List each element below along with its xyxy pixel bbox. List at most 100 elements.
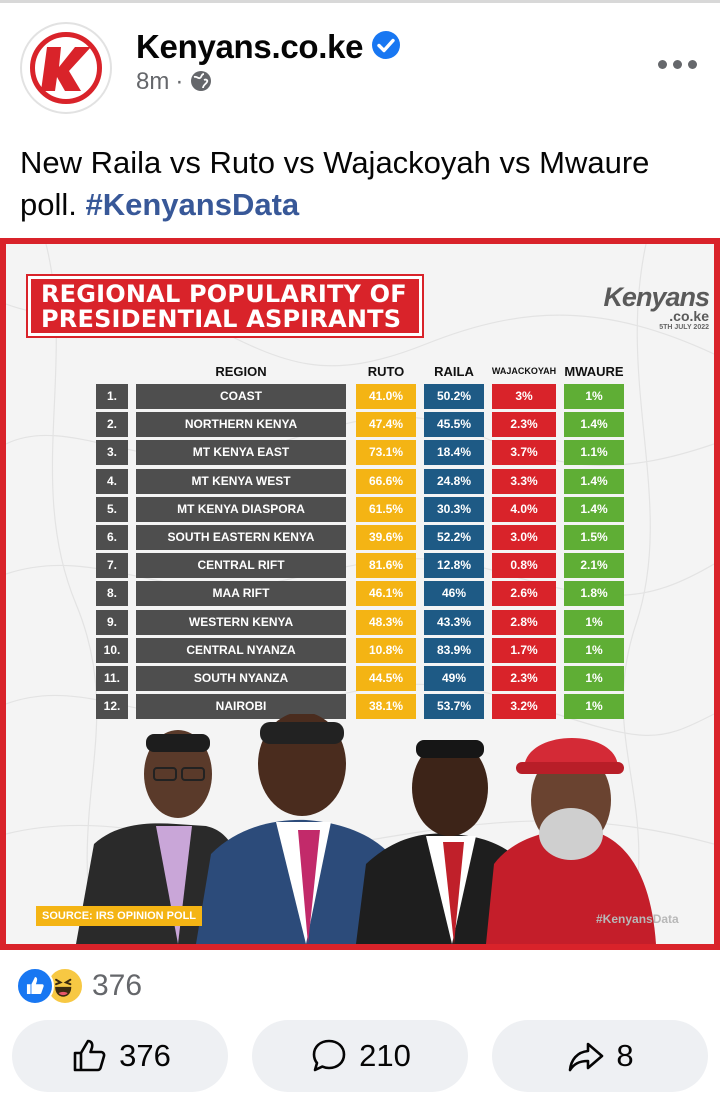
banner-line-2: PRESIDENTIAL ASPIRANTS	[41, 305, 402, 333]
page-avatar[interactable]	[20, 22, 112, 114]
column-header-ruto: RUTO	[367, 364, 405, 379]
more-options-button[interactable]	[658, 54, 700, 74]
wajackoyah-value: 3.3%	[492, 468, 556, 494]
ruto-value: 61.5%	[356, 496, 416, 522]
mwaure-value: 1.4%	[564, 412, 624, 438]
row-number: 3.	[96, 440, 128, 466]
raila-value: 52.2%	[424, 525, 484, 550]
post-meta: 8m ·	[136, 68, 213, 96]
region-name: CENTRAL NYANZA	[136, 637, 346, 663]
table-row: 12. NAIROBI 38.1% 53.7% 3.2% 1%	[6, 694, 714, 720]
region-name: SOUTH NYANZA	[136, 666, 346, 691]
share-count: 8	[616, 1038, 634, 1073]
row-number: 8.	[96, 581, 128, 607]
table-row: 4. MT KENYA WEST 66.6% 24.8% 3.3% 1.4%	[6, 468, 714, 494]
post-header: Kenyans.co.ke 8m ·	[0, 14, 720, 114]
region-name: MT KENYA WEST	[136, 468, 346, 494]
row-number: 7.	[96, 553, 128, 579]
region-name: SOUTH EASTERN KENYA	[136, 525, 346, 550]
comment-button[interactable]: 210	[252, 1020, 468, 1092]
mwaure-value: 1%	[564, 666, 624, 691]
table-row: 10. CENTRAL NYANZA 10.8% 83.9% 1.7% 1%	[6, 637, 714, 663]
table-row: 3. MT KENYA EAST 73.1% 18.4% 3.7% 1.1%	[6, 440, 714, 466]
ruto-value: 39.6%	[356, 525, 416, 550]
thumbs-up-icon	[73, 1039, 106, 1072]
column-header-mwaure: MWAURE	[564, 364, 624, 379]
table-row: 1. COAST 41.0% 50.2% 3% 1%	[6, 384, 714, 409]
reaction-count: 376	[92, 969, 143, 1002]
hashtag-link[interactable]: #KenyansData	[85, 187, 300, 222]
raila-value: 24.8%	[424, 468, 484, 494]
column-header-region: REGION	[215, 364, 267, 379]
wajackoyah-value: 4.0%	[492, 496, 556, 522]
wajackoyah-value: 3.2%	[492, 694, 556, 720]
region-name: MAA RIFT	[136, 581, 346, 607]
verified-badge-icon	[372, 31, 400, 59]
row-number: 5.	[96, 496, 128, 522]
brand-domain: .co.ke	[669, 308, 709, 324]
like-button[interactable]: 376	[12, 1020, 228, 1092]
wajackoyah-value: 3.0%	[492, 525, 556, 550]
region-name: MT KENYA DIASPORA	[136, 496, 346, 522]
column-header-wajackoyah: WAJACKOYAH	[491, 366, 557, 376]
meta-separator: ·	[175, 68, 184, 95]
page-name[interactable]: Kenyans.co.ke	[136, 28, 364, 65]
row-number: 6.	[96, 525, 128, 550]
wajackoyah-value: 0.8%	[492, 553, 556, 579]
comment-count: 210	[359, 1038, 411, 1073]
row-number: 11.	[96, 666, 128, 691]
ruto-value: 44.5%	[356, 666, 416, 691]
mwaure-value: 1.1%	[564, 440, 624, 466]
dot-icon	[658, 59, 667, 69]
mwaure-value: 1%	[564, 637, 624, 663]
brand-date: 5TH JULY 2022	[659, 324, 709, 331]
globe-icon	[191, 71, 212, 91]
raila-value: 83.9%	[424, 637, 484, 663]
dot-icon	[688, 59, 697, 69]
kenyans-watermark: Kenyans .co.ke 5TH JULY 2022	[591, 284, 710, 332]
row-number: 4.	[96, 468, 128, 494]
raila-value: 30.3%	[424, 496, 484, 522]
ruto-value: 66.6%	[356, 468, 416, 494]
raila-value: 53.7%	[424, 694, 484, 720]
region-name: COAST	[136, 384, 346, 409]
raila-value: 45.5%	[424, 412, 484, 438]
table-row: 2. NORTHERN KENYA 47.4% 45.5% 2.3% 1.4%	[6, 412, 714, 438]
post-text: New Raila vs Ruto vs Wajackoyah vs Mwaur…	[20, 142, 710, 226]
ruto-value: 81.6%	[356, 553, 416, 579]
mwaure-value: 1.5%	[564, 525, 624, 550]
ruto-value: 73.1%	[356, 440, 416, 466]
row-number: 12.	[96, 694, 128, 720]
table-row: 6. SOUTH EASTERN KENYA 39.6% 52.2% 3.0% 1.5%	[6, 525, 714, 550]
post-time[interactable]: 8m	[136, 68, 170, 95]
raila-value: 50.2%	[424, 384, 484, 409]
post-image[interactable]: REGIONAL POPULARITY OF PRESIDENTIAL ASPI…	[0, 238, 720, 950]
column-header-raila: RAILA	[434, 364, 474, 379]
post-body: New Raila vs Ruto vs Wajackoyah vs Mwaur…	[20, 145, 650, 222]
ruto-value: 47.4%	[356, 412, 416, 438]
reactions-summary[interactable]: 376	[16, 966, 142, 1006]
wajackoyah-value: 2.6%	[492, 581, 556, 607]
source-label: SOURCE: IRS OPINION POLL	[36, 906, 203, 926]
raila-value: 18.4%	[424, 440, 484, 466]
mwaure-value: 1%	[564, 609, 624, 635]
mwaure-value: 1%	[564, 384, 624, 409]
wajackoyah-value: 3%	[492, 384, 556, 409]
banner-line-1: REGIONAL POPULARITY OF	[41, 280, 407, 308]
wajackoyah-value: 1.7%	[492, 637, 556, 663]
wajackoyah-value: 2.3%	[492, 412, 556, 438]
ruto-value: 41.0%	[356, 384, 416, 409]
wajackoyah-value: 2.3%	[492, 666, 556, 691]
kenyans-logo	[30, 32, 102, 104]
row-number: 1.	[96, 384, 128, 409]
mwaure-value: 1.4%	[564, 496, 624, 522]
comment-icon	[312, 1039, 346, 1072]
chart-title-banner: REGIONAL POPULARITY OF PRESIDENTIAL ASPI…	[28, 276, 422, 336]
mwaure-value: 1.8%	[564, 581, 624, 607]
hashtag-watermark: #KenyansData	[596, 912, 679, 926]
table-row: 5. MT KENYA DIASPORA 61.5% 30.3% 4.0% 1.4%	[6, 496, 714, 522]
like-reaction-icon	[16, 967, 54, 1005]
top-divider	[0, 0, 720, 3]
share-arrow-icon	[569, 1042, 604, 1072]
share-button[interactable]: 8	[492, 1020, 708, 1092]
